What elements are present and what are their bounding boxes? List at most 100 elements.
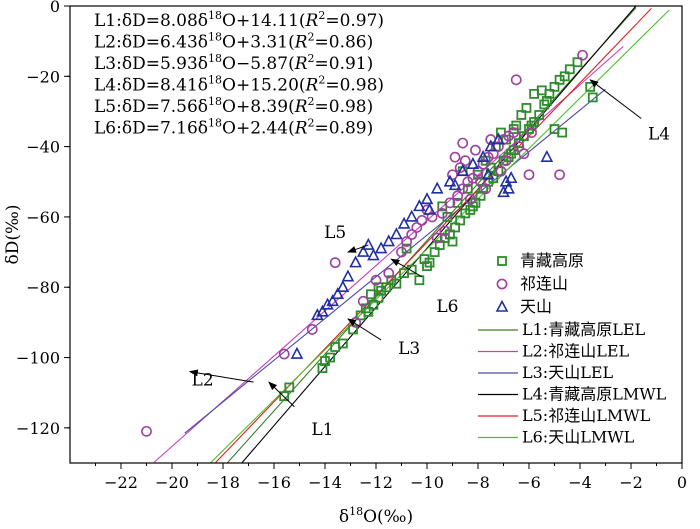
- point-square: [536, 85, 547, 96]
- x-tick-label: −2: [619, 473, 643, 492]
- x-tick-label: −18: [206, 473, 240, 492]
- equation-prefix: L4:δD=8.41δ: [94, 76, 208, 96]
- point-circle: [457, 137, 469, 149]
- point-circle: [475, 176, 486, 188]
- equation-sup: 18: [208, 31, 222, 44]
- point-square: [406, 264, 417, 275]
- y-tick-label: 0: [50, 0, 60, 16]
- y-tick-label: −40: [26, 138, 60, 157]
- equation-r-sup: 2: [318, 9, 325, 22]
- point-triangle: [405, 209, 419, 222]
- y-tick-label: −20: [26, 67, 60, 86]
- point-circle: [464, 193, 476, 205]
- equation-sup: 18: [208, 52, 222, 65]
- annotation-label-L3: L3: [398, 339, 420, 359]
- equation-r: R: [294, 97, 308, 117]
- point-triangle: [423, 202, 436, 215]
- point-square: [363, 306, 374, 317]
- point-square: [368, 299, 379, 310]
- equation-suffix: O+14.11(: [222, 11, 305, 31]
- point-square: [534, 110, 545, 120]
- point-square: [587, 92, 598, 103]
- point-triangle: [367, 248, 380, 261]
- point-square: [450, 222, 460, 233]
- annotation-label-L5: L5: [324, 223, 346, 243]
- point-triangle: [321, 297, 334, 310]
- annotation-arrow-L3: [347, 318, 382, 341]
- equation-sup: 18: [208, 74, 222, 87]
- equation-L6: L6:δD=7.16δ18O+2.44(R2=0.89): [94, 117, 373, 139]
- equation-r: R: [294, 54, 308, 74]
- point-triangle: [540, 149, 554, 162]
- point-circle: [444, 197, 456, 209]
- legend-line-label: L1:青藏高原LEL: [522, 320, 646, 339]
- equation-L5: L5:δD=7.56δ18O+8.39(R2=0.98): [94, 95, 373, 117]
- point-triangle: [504, 171, 518, 184]
- x-tick-label: 0: [677, 473, 687, 492]
- point-square: [549, 124, 560, 134]
- axes: −22 −20 −18 −16 −14 −12 −10 −8 −6 −4 −2 00−20−40−60…: [16, 0, 687, 492]
- equation-suffix: O+3.31(: [222, 33, 295, 53]
- x-axis-title-rest: O(‰): [363, 507, 413, 527]
- equation-r: R: [305, 11, 319, 31]
- equation-tail: =0.98): [325, 76, 384, 96]
- point-square: [559, 71, 570, 82]
- point-circle: [577, 49, 588, 61]
- point-circle: [554, 169, 565, 181]
- x-tick-label: −14: [308, 473, 342, 492]
- point-triangle: [502, 181, 515, 194]
- point-triangle: [349, 255, 362, 268]
- point-circle: [449, 151, 461, 163]
- point-circle: [141, 425, 152, 437]
- equation-suffix: O−5.87(: [222, 54, 295, 74]
- point-circle: [477, 158, 489, 170]
- point-triangle: [316, 304, 329, 317]
- equation-tail: =0.91): [315, 54, 374, 74]
- x-axis-title-sup: 18: [349, 505, 363, 518]
- point-triangle: [430, 181, 444, 194]
- equation-prefix: L6:δD=7.16δ: [94, 119, 208, 139]
- point-square: [516, 110, 527, 120]
- point-square: [414, 275, 425, 286]
- point-circle: [431, 232, 443, 244]
- point-triangle: [290, 346, 304, 359]
- x-axis-title: δ18O(‰): [339, 505, 413, 527]
- equation-r-sup: 2: [308, 95, 315, 108]
- x-tick-label: −4: [568, 473, 592, 492]
- point-triangle: [492, 132, 505, 145]
- annotation-arrow-L5: [347, 244, 369, 253]
- point-circle: [436, 208, 448, 219]
- x-tick-label: −22: [104, 473, 138, 492]
- point-triangle: [341, 269, 355, 282]
- point-square: [279, 391, 290, 402]
- point-circle: [406, 229, 418, 240]
- point-square: [462, 183, 473, 194]
- x-tick-label: −16: [257, 473, 291, 492]
- point-circle: [357, 295, 369, 307]
- legend-marker-triangle: [495, 299, 509, 312]
- legend-label: 青藏高原: [520, 251, 584, 270]
- equation-tail: =0.86): [315, 33, 374, 53]
- point-triangle: [331, 287, 345, 300]
- x-tick-label: −12: [359, 473, 393, 492]
- equation-r-sup: 2: [318, 74, 325, 87]
- y-tick-label: −120: [16, 419, 60, 438]
- point-square: [549, 81, 560, 92]
- point-circle: [383, 267, 395, 279]
- point-circle: [526, 127, 537, 138]
- point-circle: [454, 162, 466, 174]
- point-circle: [329, 257, 341, 269]
- point-square: [365, 289, 376, 300]
- x-tick-label: −10: [410, 473, 444, 492]
- point-square: [447, 236, 458, 247]
- equation-prefix: L5:δD=7.56δ: [94, 97, 208, 117]
- point-triangle: [497, 185, 510, 198]
- point-square: [337, 338, 348, 349]
- legend-marker-square: [497, 256, 507, 266]
- annotation-label-L4: L4: [648, 125, 670, 145]
- point-triangle: [499, 174, 513, 187]
- equation-r: R: [294, 33, 308, 53]
- point-circle: [508, 127, 520, 138]
- point-circle: [426, 211, 438, 223]
- equation-L3: L3:δD=5.93δ18O−5.87(R2=0.91): [94, 52, 373, 74]
